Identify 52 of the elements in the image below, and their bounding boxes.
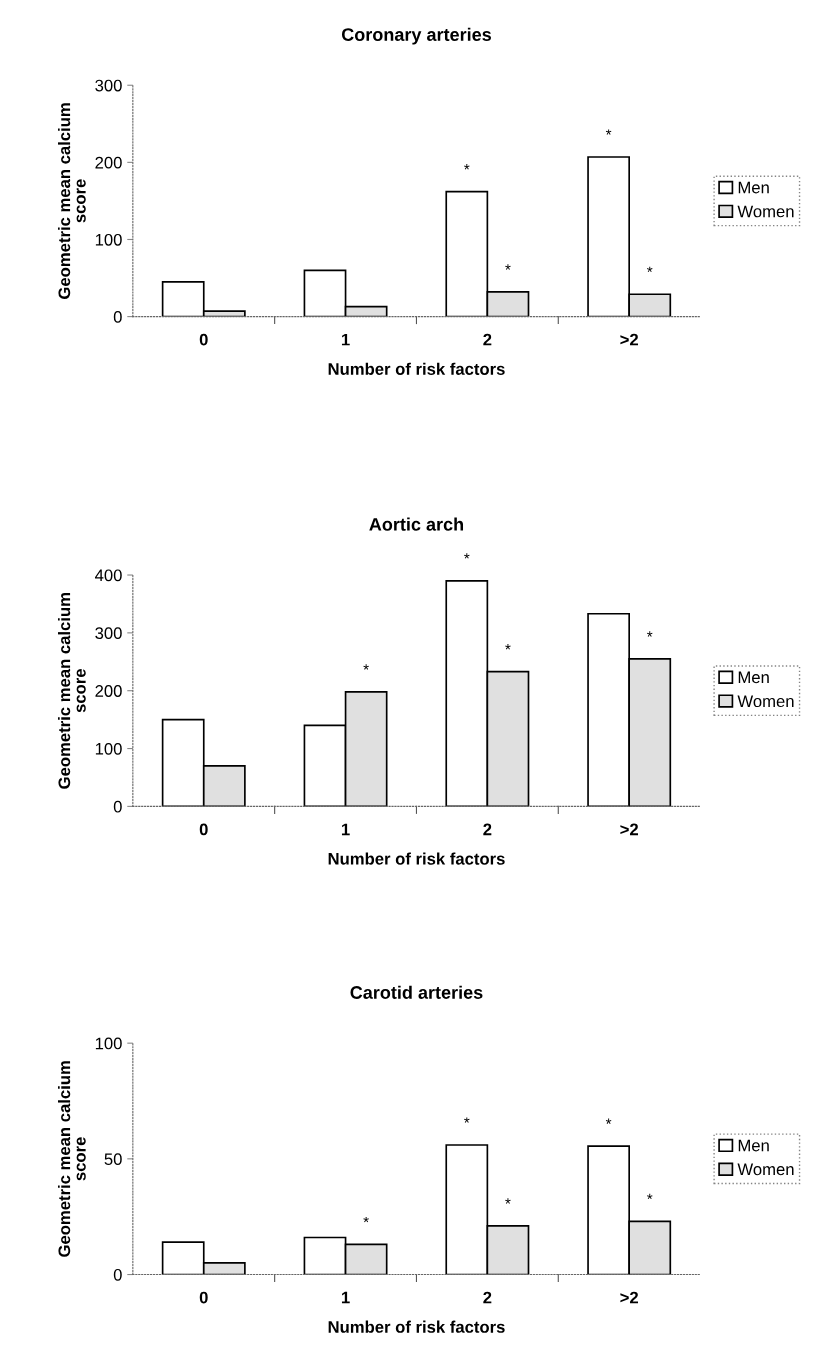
chart-title: Aortic arch [369,517,464,531]
y-tick-label: 200 [95,156,122,169]
y-axis-title: Geometric mean calcium score [58,593,86,789]
y-tick-label: 0 [113,1268,122,1281]
y-tick-label: 0 [113,311,122,323]
annotation: * [464,1117,470,1123]
legend-label: Women [737,695,794,708]
annotation: * [505,644,511,650]
x-tick-label: 0 [199,1291,208,1304]
y-tick-label: 300 [95,627,122,640]
y-axis-title: Geometric mean calcium score [58,1061,86,1257]
annotation: * [363,664,369,670]
legend-label: Men [738,671,769,684]
chart-title: Coronary arteries [341,27,491,45]
legend-label: Women [737,205,794,218]
y-tick-label: 100 [95,742,122,755]
x-tick-label: 1 [341,333,350,346]
x-tick-label: >2 [620,333,639,346]
y-tick-label: 100 [95,233,122,246]
x-tick-label: 1 [341,823,350,836]
annotation: * [464,164,470,170]
annotation: * [464,553,470,559]
legend-label: Women [737,1163,794,1176]
x-axis-title: Number of risk factors [328,362,505,375]
y-tick-label: 300 [95,79,122,92]
legend-label: Men [738,1139,769,1152]
x-tick-label: 0 [199,823,208,836]
x-axis-title: Number of risk factors [328,1320,505,1333]
x-tick-label: 2 [483,1291,492,1304]
annotation: * [363,1216,369,1223]
y-tick-label: 100 [95,1037,122,1050]
annotation: * [605,129,612,135]
x-tick-label: 2 [483,333,492,346]
x-tick-label: >2 [620,823,639,836]
y-tick-label: 0 [113,800,122,813]
chart-title: Carotid arteries [350,985,483,999]
annotation: * [647,266,653,273]
x-tick-label: 2 [483,823,492,836]
annotation: * [505,1198,511,1204]
y-axis-title: Geometric mean calcium score [58,103,86,299]
annotation: * [505,264,511,270]
annotation: * [605,1118,612,1124]
x-tick-label: 0 [199,333,208,346]
y-tick-label: 200 [95,685,122,697]
y-tick-label: 400 [95,569,122,582]
x-tick-label: 1 [341,1291,350,1304]
x-axis-title: Number of risk factors [328,852,505,865]
y-tick-label: 50 [104,1153,122,1166]
annotation: * [647,1193,653,1200]
x-tick-label: >2 [620,1291,639,1304]
annotation: * [647,631,653,637]
legend-label: Men [738,181,769,194]
